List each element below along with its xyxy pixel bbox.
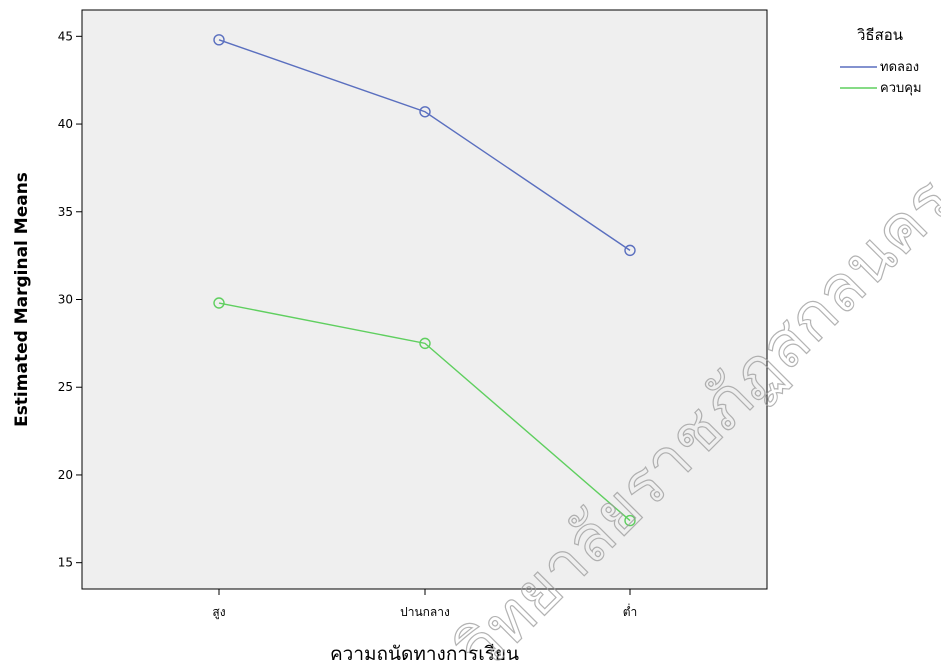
- y-tick-label: 45: [58, 29, 73, 43]
- x-tick-label: สูง: [212, 605, 225, 620]
- y-tick-label: 40: [58, 117, 73, 131]
- data-point: [419, 337, 431, 350]
- x-axis-title: ความถนัดทางการเรียน: [330, 643, 519, 665]
- y-tick-label: 25: [58, 380, 73, 394]
- series-line: [218, 302, 631, 522]
- data-point: [624, 244, 636, 257]
- y-axis: 15 20 25 30 35 40 45: [58, 29, 82, 570]
- legend-title: วิธีสอน: [856, 26, 903, 44]
- y-tick-label: 20: [58, 468, 73, 482]
- data-point: [213, 34, 225, 46]
- y-tick-label: 30: [58, 293, 73, 307]
- y-axis-title: Estimated Marginal Means: [12, 172, 32, 427]
- legend-label: ทดลอง: [880, 60, 919, 75]
- x-axis: สูง ปานกลาง ต่ำ: [212, 589, 637, 620]
- legend-label: ควบคุม: [880, 81, 922, 96]
- data-point: [624, 514, 636, 527]
- series-layer: [213, 34, 636, 527]
- data-point: [213, 297, 225, 309]
- x-tick-label: ปานกลาง: [400, 605, 450, 619]
- y-tick-label: 35: [58, 205, 73, 219]
- x-tick-label: ต่ำ: [623, 603, 638, 619]
- series-line: [218, 39, 631, 251]
- y-tick-label: 15: [58, 556, 73, 570]
- data-point: [419, 106, 431, 118]
